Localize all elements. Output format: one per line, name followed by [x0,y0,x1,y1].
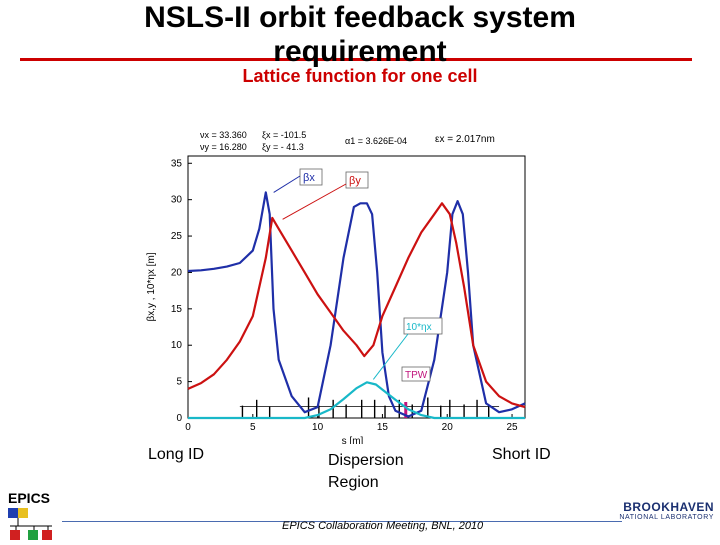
bnl-logo-line1: BROOKHAVEN [623,500,714,514]
y-tick-label: 5 [176,377,182,388]
lattice-function-chart: 0 5 10 15 20 25 30 35 0 5 10 15 20 25 s [m] βx,y , 10*η… [146,130,526,444]
slide-title-line2: requirement [273,35,447,68]
y-tick-label: 15 [171,304,183,315]
bnl-logo-line2: NATIONAL LABORATORY [619,514,714,521]
info-tune-y: νy = 16.280 [200,142,247,152]
info-tune-x: νx = 33.360 [200,130,247,140]
annotation-arrow-betax [273,175,301,193]
slide-subtitle: Lattice function for one cell [242,66,478,86]
epics-logo: EPICS [8,490,56,545]
y-tick-label: 35 [171,158,183,169]
x-tick-label: 0 [185,422,191,433]
epics-logo-text: EPICS [8,490,51,506]
title-divider [20,58,692,61]
annotation-betax: βx [303,172,315,184]
long-id-label: Long ID [148,446,205,463]
annotation-arrow-betay [282,183,347,220]
info-chrom-y: ξy = - 41.3 [262,142,304,152]
series-line-0 [187,191,526,418]
slide-title-line1: NSLS-II orbit feedback system [144,1,576,34]
info-momentum-compaction: α1 = 3.626E-04 [345,136,407,146]
info-chrom-x: ξx = -101.5 [262,130,306,140]
epics-network-icon [8,508,52,540]
y-axis-label: βx,y , 10*ηx [m] [146,252,157,321]
short-id-label: Short ID [492,446,551,463]
annotation-betay: βy [349,175,361,187]
annotation-arrow-eta [372,333,409,380]
x-tick-label: 20 [442,422,454,433]
series-line-2 [188,381,525,420]
x-tick-label: 10 [312,422,324,433]
y-tick-label: 25 [171,231,183,242]
footer-divider [62,521,622,522]
annotation-box-betax [299,168,323,186]
brookhaven-logo: BROOKHAVEN NATIONAL LABORATORY [619,500,714,521]
annotation-tpw: TPW [405,370,428,381]
x-tick-label: 15 [377,422,389,433]
y-tick-label: 0 [176,413,182,424]
x-tick-label: 25 [506,422,518,433]
plot-frame [187,155,526,419]
x-axis-label: s [m] [342,436,364,444]
annotation-box-betay [345,171,369,189]
series-line-1 [187,202,526,409]
annotation-box-eta [403,317,443,335]
y-tick-label: 20 [171,267,183,278]
annotation-eta: 10*ηx [406,322,432,333]
x-tick-label: 5 [250,422,256,433]
y-tick-label: 10 [171,340,183,351]
annotation-box-tpw [401,366,431,382]
dispersion-region-label: Dispersion Region [328,452,404,491]
footer-text: EPICS Collaboration Meeting, BNL, 2010 [282,520,484,532]
y-tick-label: 30 [171,195,183,206]
info-emittance: εx = 2.017nm [435,134,495,145]
